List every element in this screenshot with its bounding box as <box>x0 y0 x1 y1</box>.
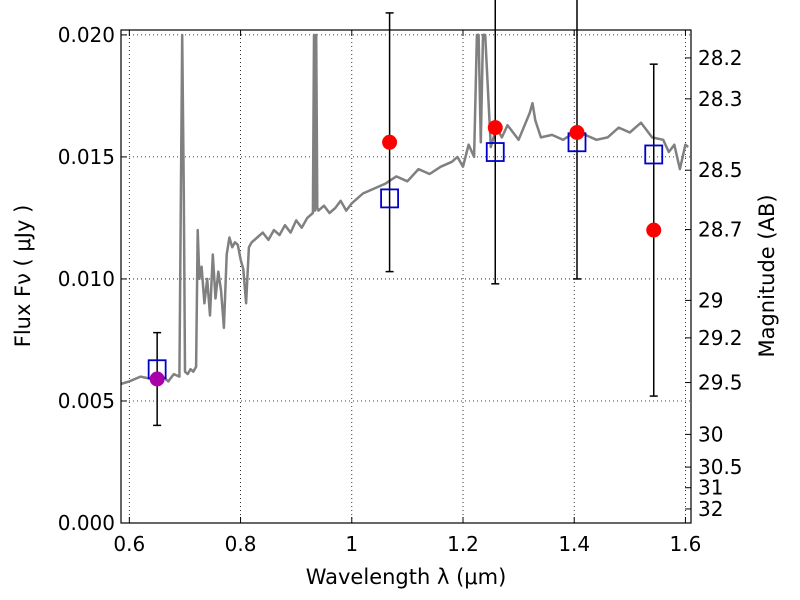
y-tick-label: 0.015 <box>58 145 115 169</box>
mag-tick-label: 29 <box>698 288 723 312</box>
x-tick-label: 0.6 <box>113 532 145 556</box>
observed-point-marker <box>382 134 398 150</box>
model-square-marker <box>380 188 399 209</box>
y-tick-label: 0.010 <box>58 267 115 291</box>
y-tick-label: 0.020 <box>58 23 115 47</box>
observed-point-marker <box>149 371 165 387</box>
mag-tick-label: 28.7 <box>698 218 743 242</box>
model-square-marker <box>644 144 664 165</box>
mag-tick-label: 28.3 <box>698 87 743 111</box>
y-axis-label: Flux Fν ( μJy ) <box>11 205 35 348</box>
y2-axis-label: Magnitude (AB) <box>755 194 779 357</box>
ticks <box>121 30 691 524</box>
plot-frame <box>120 29 692 524</box>
mag-tick-label: 30.5 <box>698 455 743 479</box>
x-tick-label: 1.6 <box>670 532 702 556</box>
mag-tick-label: 28.2 <box>698 46 743 70</box>
x-tick-label: 1 <box>345 532 358 556</box>
spectrum-line <box>121 33 690 386</box>
model-square-marker <box>485 142 505 162</box>
y-tick-label: 0.000 <box>58 511 115 535</box>
mag-tick-label: 29.5 <box>698 371 743 395</box>
mag-tick-label: 32 <box>698 497 723 521</box>
mag-tick-label: 28.5 <box>698 158 743 182</box>
observed-point-marker <box>569 125 585 141</box>
x-tick-label: 1.4 <box>558 532 590 556</box>
marker-layer <box>147 0 664 427</box>
mag-tick-label: 30 <box>698 422 723 446</box>
observed-point-marker <box>487 120 503 136</box>
tick-labels: 0.6 0.8 1 1.2 1.4 1.6 0.000 0.005 0.010 0.015 0.02… <box>58 23 743 556</box>
x-axis-label: Wavelength λ (μm) <box>306 565 507 589</box>
y-tick-label: 0.005 <box>58 389 115 413</box>
x-tick-label: 0.8 <box>225 532 257 556</box>
x-tick-label: 1.2 <box>447 532 479 556</box>
plot-area <box>121 33 690 386</box>
mag-tick-label: 31 <box>698 476 723 500</box>
mag-tick-label: 29.2 <box>698 326 743 350</box>
observed-point-marker <box>646 222 662 238</box>
